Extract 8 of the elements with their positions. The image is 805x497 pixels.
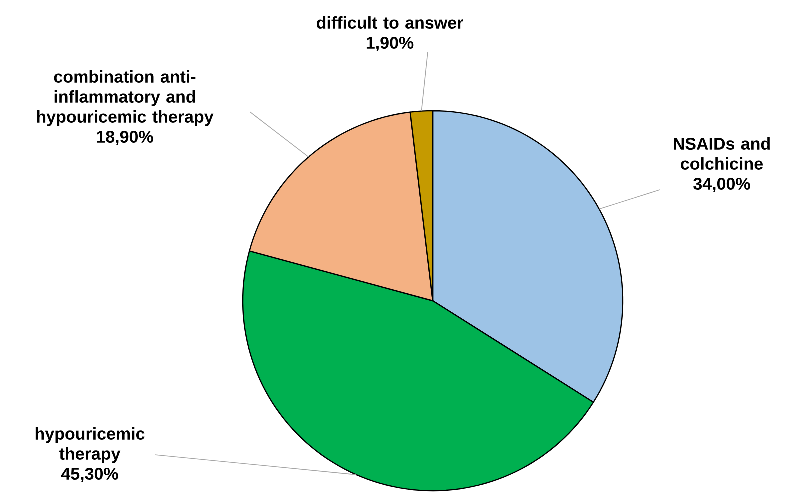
slice-label: NSAIDs and colchicine: [674, 138, 770, 170]
data-label: 34,00%: [694, 178, 750, 192]
data-label: 45,30%: [61, 468, 118, 482]
data-label: 1,90%: [366, 36, 414, 52]
slice-label: hypouricemic therapy: [36, 428, 145, 464]
slice-label: combination anti-inflammatory and hypouricemic therapy: [37, 70, 214, 126]
slice-label: difficult to answer: [317, 16, 464, 30]
data-label: 18,90%: [97, 130, 154, 146]
